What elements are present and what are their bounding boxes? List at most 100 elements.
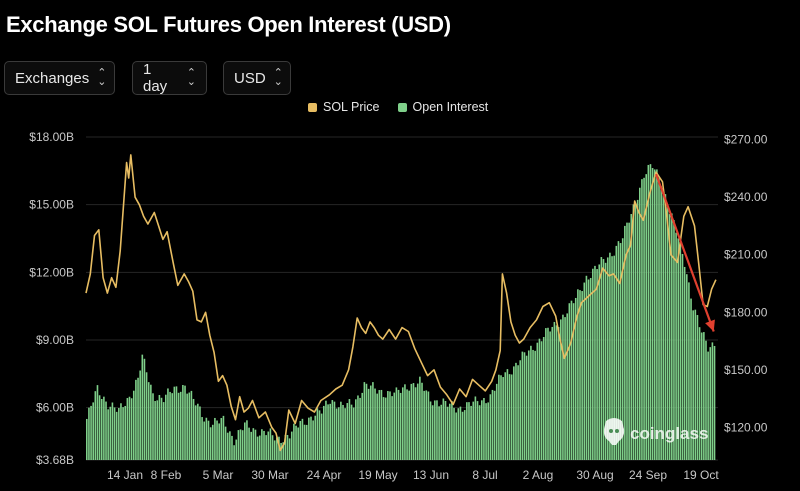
oi-bar (318, 410, 321, 460)
oi-bar (156, 400, 159, 460)
oi-bar (476, 401, 479, 460)
oi-bar (158, 394, 161, 460)
oi-bar (553, 321, 556, 460)
oi-bar (186, 393, 188, 460)
oi-bar (677, 238, 680, 460)
oi-bar (683, 266, 686, 460)
oi-bar (340, 401, 342, 460)
oi-bar (305, 424, 308, 460)
currency-select[interactable]: USD ⌃ ⌄ (223, 61, 291, 95)
oi-bar (295, 425, 297, 460)
oi-bar (107, 409, 109, 460)
oi-bar (233, 445, 235, 460)
left-axis-tick-label: $9.00B (36, 333, 74, 347)
oi-bar (685, 274, 688, 460)
oi-bar (662, 189, 665, 460)
oi-bar (216, 420, 218, 460)
oi-bar (495, 383, 498, 460)
oi-bar (483, 397, 485, 460)
oi-bar (316, 408, 319, 460)
chevron-updown-icon: ⌃ ⌄ (186, 67, 196, 88)
oi-bar (621, 238, 624, 460)
oi-bar (434, 400, 436, 460)
exchanges-select[interactable]: Exchanges ⌃ ⌄ (4, 61, 115, 95)
oi-bar (197, 403, 199, 460)
oi-bar (624, 225, 626, 460)
oi-bar (188, 392, 191, 460)
oi-bar (489, 394, 492, 460)
oi-bar (254, 429, 257, 460)
oi-bar (199, 406, 201, 460)
oi-bar (555, 325, 558, 460)
oi-bar (656, 169, 658, 460)
oi-bar (205, 417, 208, 460)
oi-bar (256, 436, 259, 460)
oi-bar (410, 383, 413, 460)
oi-bar (525, 355, 528, 460)
oi-bar (363, 382, 366, 460)
oi-bar (98, 395, 101, 460)
oi-bar (391, 396, 393, 460)
watermark: coinglass (603, 418, 708, 445)
oi-bar (690, 298, 692, 460)
x-axis-tick-label: 19 Oct (683, 468, 719, 482)
oi-bar (235, 439, 238, 460)
oi-bar (502, 377, 504, 460)
oi-bar (201, 417, 203, 460)
oi-bar (141, 354, 144, 460)
oi-bar (329, 403, 332, 460)
oi-bar (355, 399, 357, 460)
oi-bar (165, 394, 167, 460)
oi-bar (675, 232, 677, 460)
oi-bar (177, 392, 180, 460)
oi-bar (485, 403, 487, 460)
watermark-text: coinglass (630, 424, 708, 443)
oi-bar (532, 349, 534, 460)
x-axis-tick-label: 30 Mar (251, 468, 288, 482)
oi-bar (671, 213, 673, 460)
legend-item-open-interest[interactable]: Open Interest (397, 100, 488, 114)
oi-bar (645, 174, 648, 460)
oi-bar (214, 417, 216, 460)
oi-bar (135, 379, 137, 460)
oi-bar (246, 420, 248, 460)
oi-bar (312, 420, 314, 460)
oi-bar (487, 402, 490, 460)
oi-bar (557, 327, 560, 460)
oi-bar (293, 423, 295, 460)
right-axis-tick-label: $180.00 (724, 305, 768, 319)
oi-bar (611, 256, 613, 460)
oi-bar (515, 362, 517, 460)
oi-bar (617, 241, 620, 460)
oi-bar (348, 399, 351, 460)
oi-bar (600, 257, 603, 460)
oi-bar (389, 391, 391, 460)
oi-bar (111, 402, 114, 460)
oi-bar (263, 430, 265, 460)
oi-bar (639, 187, 641, 460)
oi-bar (632, 204, 635, 460)
x-axis-tick-label: 24 Sep (629, 468, 667, 482)
oi-bar (384, 397, 387, 460)
oi-bar (303, 424, 306, 460)
oi-bar (145, 372, 148, 460)
oi-bar (271, 435, 274, 460)
oi-bar (248, 427, 250, 460)
oi-bar (194, 405, 197, 460)
oi-bar (320, 413, 323, 460)
legend-item-sol-price[interactable]: SOL Price (308, 100, 380, 114)
oi-bar (367, 388, 370, 460)
interval-select-label: 1 day (143, 61, 168, 95)
oi-bar (536, 342, 539, 460)
oi-bar (109, 406, 112, 460)
oi-bar (436, 400, 438, 460)
oi-bar (220, 418, 223, 460)
oi-bar (179, 391, 182, 460)
oi-bar (459, 406, 462, 460)
oi-bar (540, 341, 543, 460)
oi-bar (585, 275, 588, 460)
oi-bar (523, 352, 526, 460)
oi-bar (269, 428, 272, 460)
oi-bar (126, 398, 129, 460)
interval-select[interactable]: 1 day ⌃ ⌄ (132, 61, 207, 95)
